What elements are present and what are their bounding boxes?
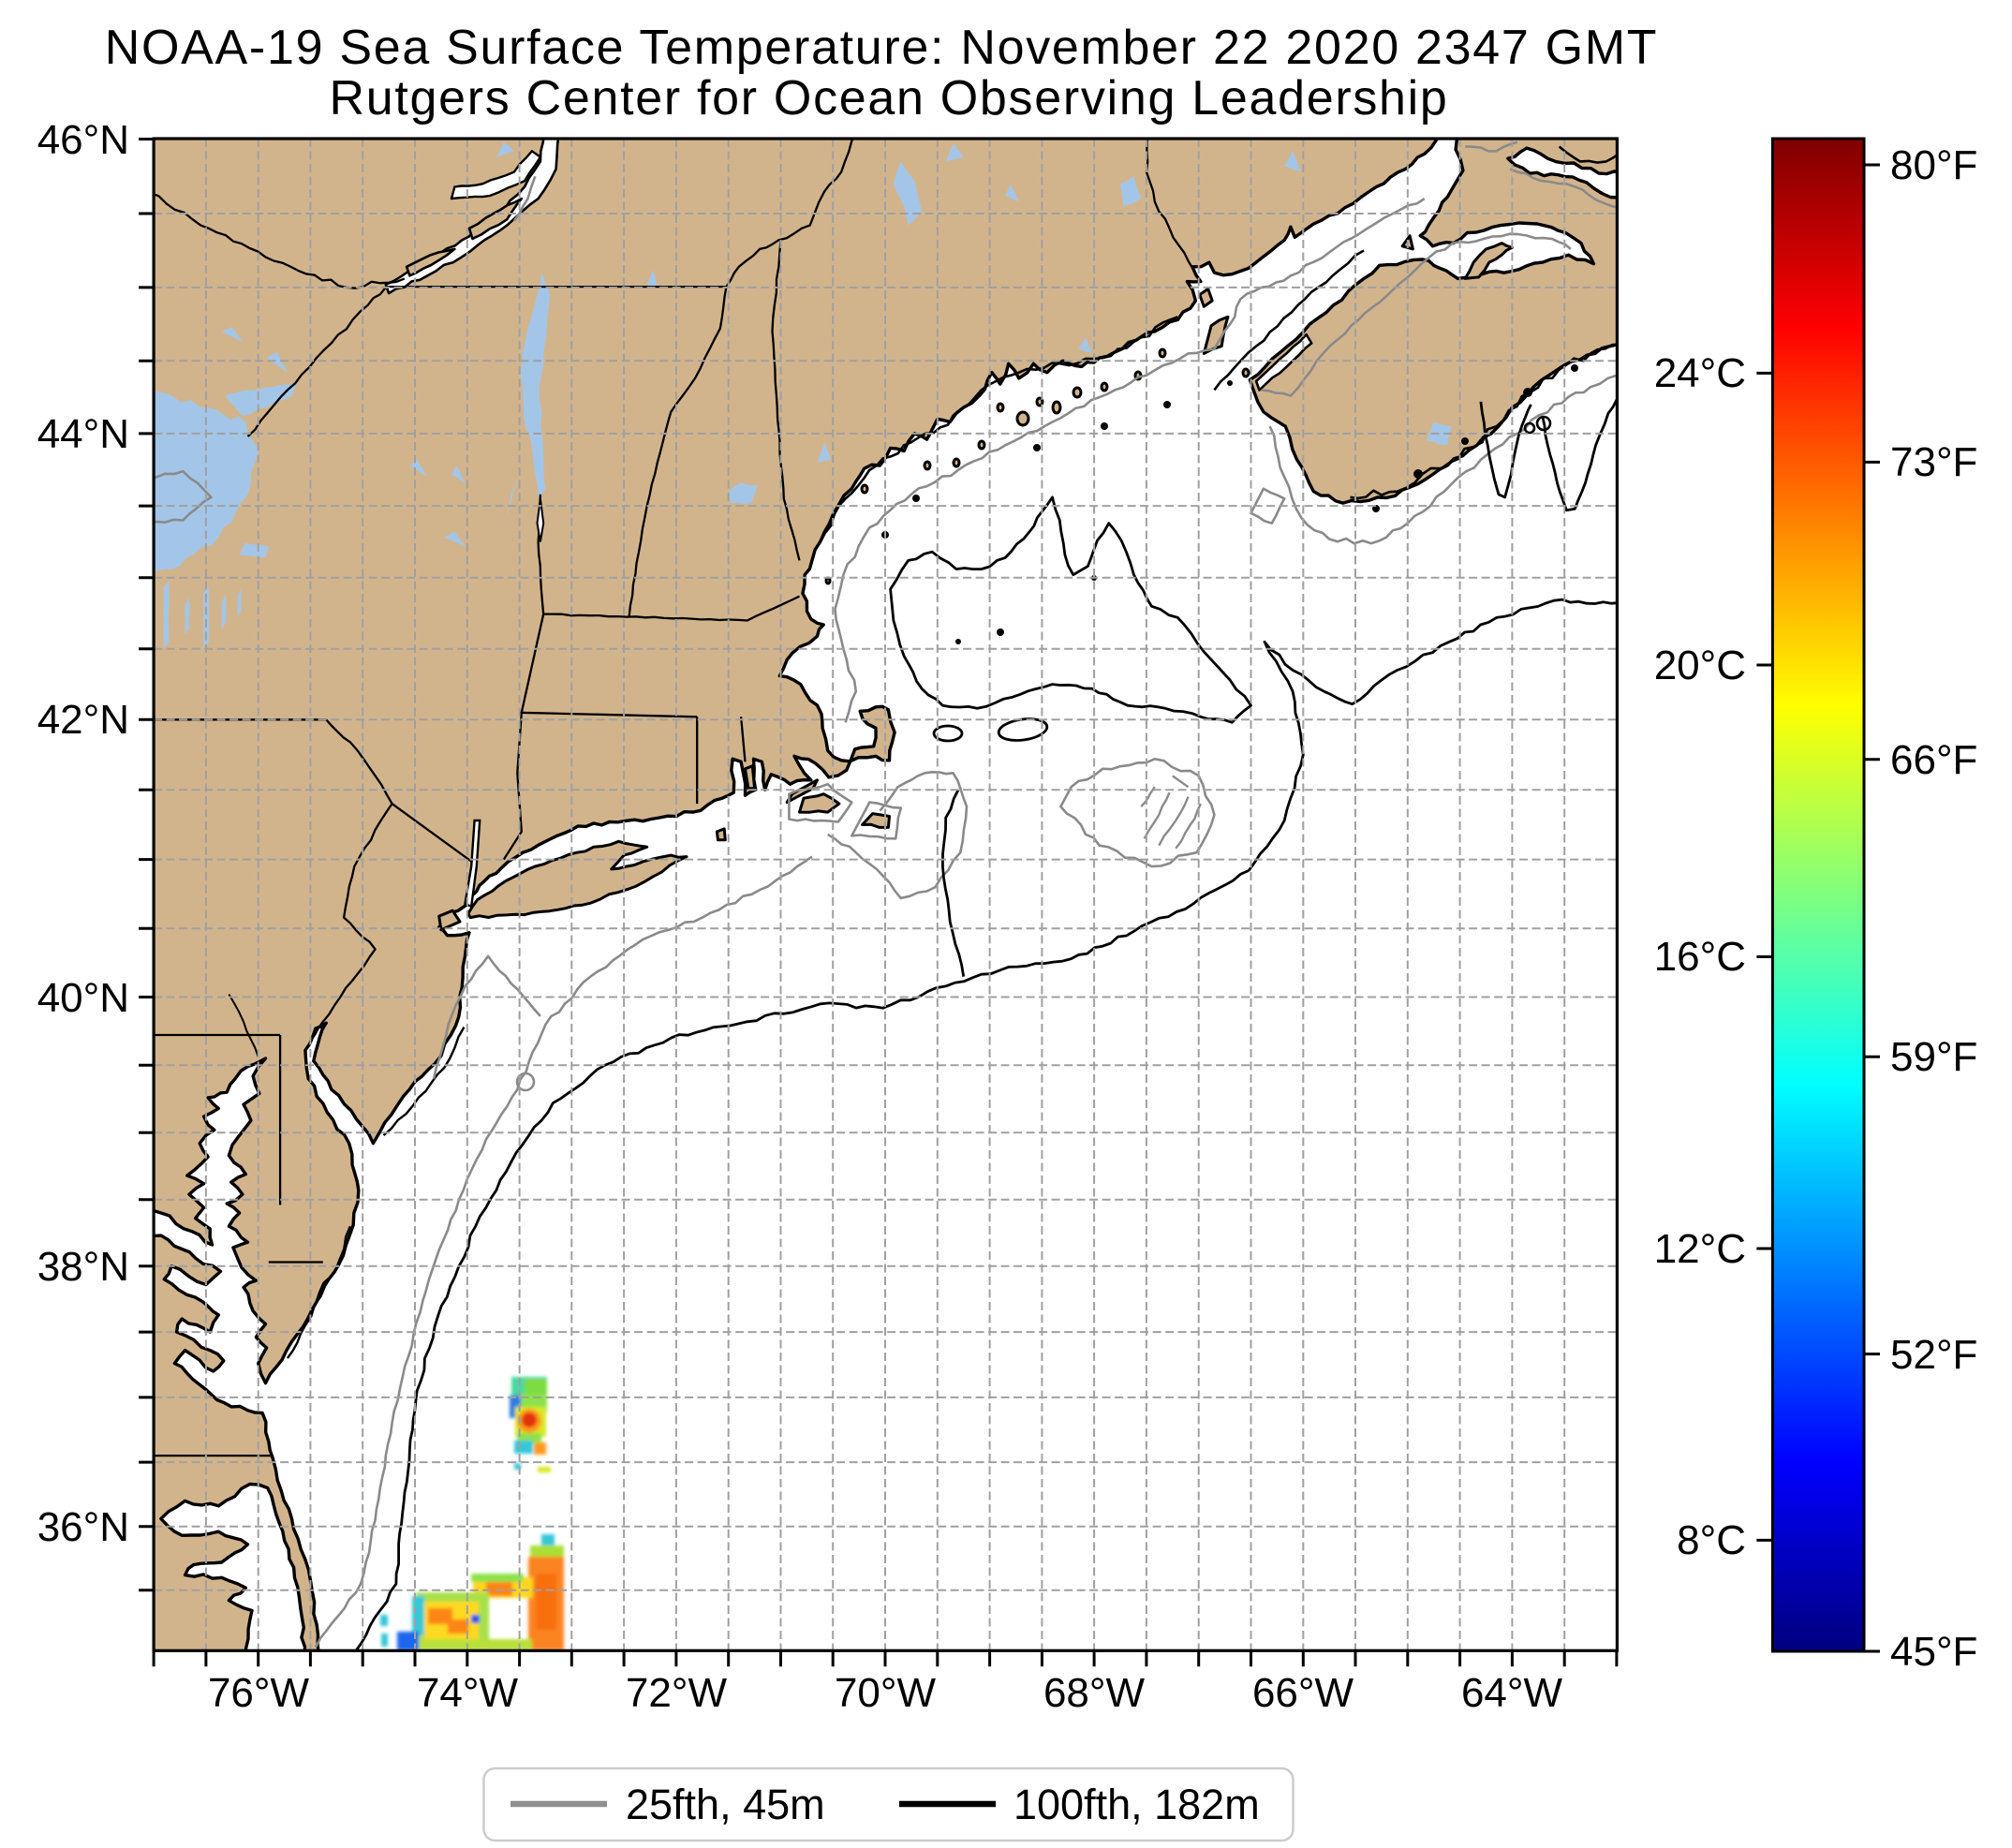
svg-text:68°W: 68°W	[1043, 1670, 1146, 1716]
svg-text:45°F: 45°F	[1890, 1629, 1977, 1675]
svg-text:8°C: 8°C	[1677, 1517, 1746, 1563]
svg-text:36°N: 36°N	[37, 1504, 129, 1550]
svg-text:59°F: 59°F	[1890, 1034, 1977, 1080]
svg-text:12°C: 12°C	[1654, 1226, 1746, 1272]
svg-text:64°W: 64°W	[1461, 1670, 1563, 1716]
svg-text:66°W: 66°W	[1252, 1670, 1354, 1716]
svg-text:46°N: 46°N	[37, 117, 129, 163]
svg-text:73°F: 73°F	[1890, 439, 1977, 485]
svg-text:20°C: 20°C	[1654, 643, 1746, 688]
svg-text:40°N: 40°N	[37, 975, 129, 1021]
svg-text:24°C: 24°C	[1654, 350, 1746, 396]
svg-text:42°N: 42°N	[37, 697, 129, 743]
svg-text:25fth, 45m: 25fth, 45m	[626, 1781, 825, 1828]
svg-text:16°C: 16°C	[1654, 934, 1746, 980]
svg-text:52°F: 52°F	[1890, 1332, 1977, 1378]
svg-text:44°N: 44°N	[37, 411, 129, 457]
svg-text:76°W: 76°W	[208, 1670, 310, 1716]
svg-text:Rutgers Center for Ocean Obser: Rutgers Center for Ocean Observing Leade…	[329, 71, 1448, 126]
svg-text:74°W: 74°W	[417, 1670, 519, 1716]
svg-text:66°F: 66°F	[1890, 737, 1977, 783]
svg-text:72°W: 72°W	[626, 1670, 728, 1716]
svg-text:80°F: 80°F	[1890, 142, 1977, 188]
svg-text:70°W: 70°W	[835, 1670, 937, 1716]
svg-text:100fth, 182m: 100fth, 182m	[1013, 1781, 1260, 1828]
svg-text:NOAA-19 Sea Surface Temperatur: NOAA-19 Sea Surface Temperature: Novembe…	[105, 21, 1658, 75]
svg-text:38°N: 38°N	[37, 1244, 129, 1290]
